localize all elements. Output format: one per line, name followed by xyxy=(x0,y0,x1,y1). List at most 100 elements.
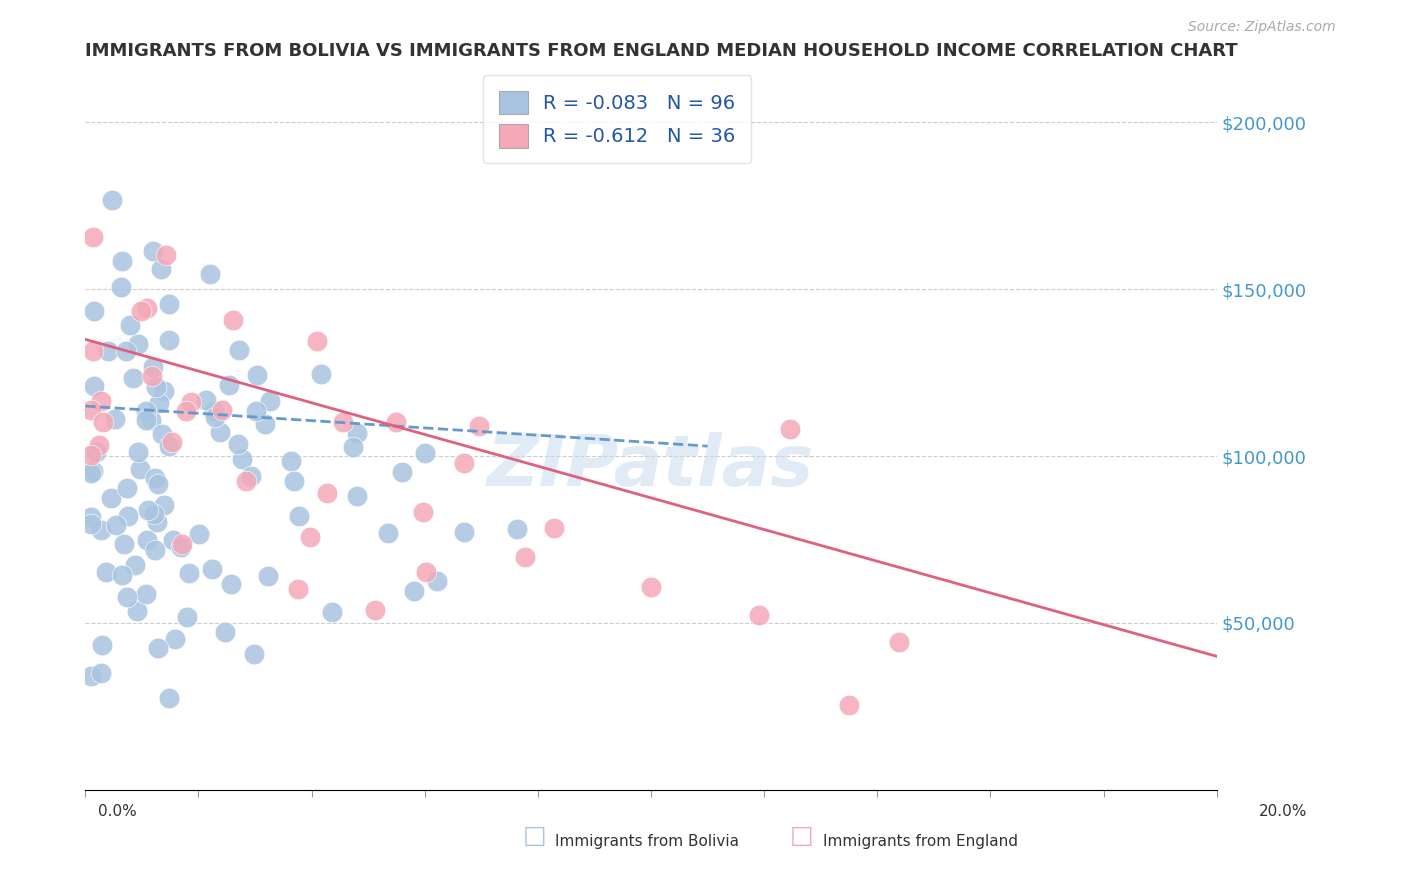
Point xyxy=(256,568,278,582)
Point xyxy=(84,445,107,459)
Point xyxy=(118,318,141,333)
Point xyxy=(136,533,159,547)
Point xyxy=(283,475,305,489)
Point xyxy=(83,379,105,393)
Point xyxy=(141,369,163,384)
Point xyxy=(145,380,167,394)
Text: □: □ xyxy=(790,824,813,848)
Point xyxy=(80,466,103,480)
Point xyxy=(254,417,277,432)
Point xyxy=(162,533,184,547)
Point xyxy=(426,574,449,588)
Text: ZIPatlas: ZIPatlas xyxy=(488,433,814,501)
Point xyxy=(235,474,257,488)
Point xyxy=(346,489,368,503)
Text: Immigrants from Bolivia: Immigrants from Bolivia xyxy=(555,834,740,848)
Point xyxy=(307,334,329,348)
Point xyxy=(101,194,124,208)
Point xyxy=(148,477,170,491)
Point xyxy=(342,440,364,454)
Point xyxy=(231,452,253,467)
Point xyxy=(136,503,159,517)
Point xyxy=(239,469,262,483)
Text: 20.0%: 20.0% xyxy=(1260,805,1308,819)
Point xyxy=(453,525,475,540)
Point xyxy=(157,439,180,453)
Point xyxy=(176,610,198,624)
Point xyxy=(402,584,425,599)
Point xyxy=(115,590,138,604)
Text: □: □ xyxy=(523,824,546,848)
Point xyxy=(157,691,180,706)
Point xyxy=(180,395,202,409)
Point xyxy=(188,527,211,541)
Point xyxy=(125,604,148,618)
Point xyxy=(90,523,112,537)
Point xyxy=(415,565,437,579)
Point xyxy=(80,403,103,417)
Point xyxy=(468,419,491,434)
Point xyxy=(90,665,112,680)
Point xyxy=(143,470,166,484)
Point xyxy=(135,413,157,427)
Point xyxy=(174,403,197,417)
Point xyxy=(170,540,193,554)
Point xyxy=(143,543,166,558)
Point xyxy=(155,248,177,262)
Point xyxy=(122,371,145,385)
Point xyxy=(228,343,250,357)
Point xyxy=(219,577,242,591)
Point xyxy=(321,605,343,619)
Point xyxy=(157,333,180,347)
Point xyxy=(104,517,127,532)
Point xyxy=(204,409,226,424)
Point xyxy=(316,485,339,500)
Point xyxy=(104,412,127,426)
Text: Source: ZipAtlas.com: Source: ZipAtlas.com xyxy=(1188,21,1336,34)
Point xyxy=(117,509,139,524)
Point xyxy=(135,587,157,601)
Point xyxy=(280,454,302,468)
Point xyxy=(141,244,163,259)
Point xyxy=(165,632,187,647)
Point xyxy=(243,647,266,661)
Point xyxy=(82,230,104,244)
Point xyxy=(245,368,267,382)
Point xyxy=(111,254,134,268)
Point xyxy=(114,344,136,359)
Point xyxy=(640,580,662,594)
Point xyxy=(543,521,565,535)
Point xyxy=(748,607,770,622)
Point xyxy=(127,336,149,351)
Point xyxy=(413,446,436,460)
Point xyxy=(83,304,105,318)
Point xyxy=(222,313,245,327)
Point xyxy=(211,402,233,417)
Point xyxy=(115,482,138,496)
Point xyxy=(82,343,104,358)
Point xyxy=(89,393,111,408)
Point xyxy=(889,634,911,648)
Point xyxy=(838,698,860,713)
Point xyxy=(87,438,110,452)
Point xyxy=(127,444,149,458)
Point xyxy=(287,509,309,524)
Point xyxy=(94,565,117,579)
Point xyxy=(80,448,103,462)
Point xyxy=(112,537,135,551)
Point xyxy=(309,368,332,382)
Point xyxy=(97,344,120,359)
Point xyxy=(259,394,281,409)
Point xyxy=(149,262,172,277)
Point xyxy=(214,625,236,640)
Point xyxy=(82,464,104,478)
Point xyxy=(332,416,354,430)
Point xyxy=(346,425,368,440)
Point xyxy=(170,537,193,551)
Point xyxy=(135,403,157,417)
Point xyxy=(148,396,170,410)
Point xyxy=(91,416,114,430)
Point xyxy=(135,301,157,315)
Point xyxy=(142,507,165,521)
Legend: R = -0.083   N = 96, R = -0.612   N = 36: R = -0.083 N = 96, R = -0.612 N = 36 xyxy=(484,75,751,163)
